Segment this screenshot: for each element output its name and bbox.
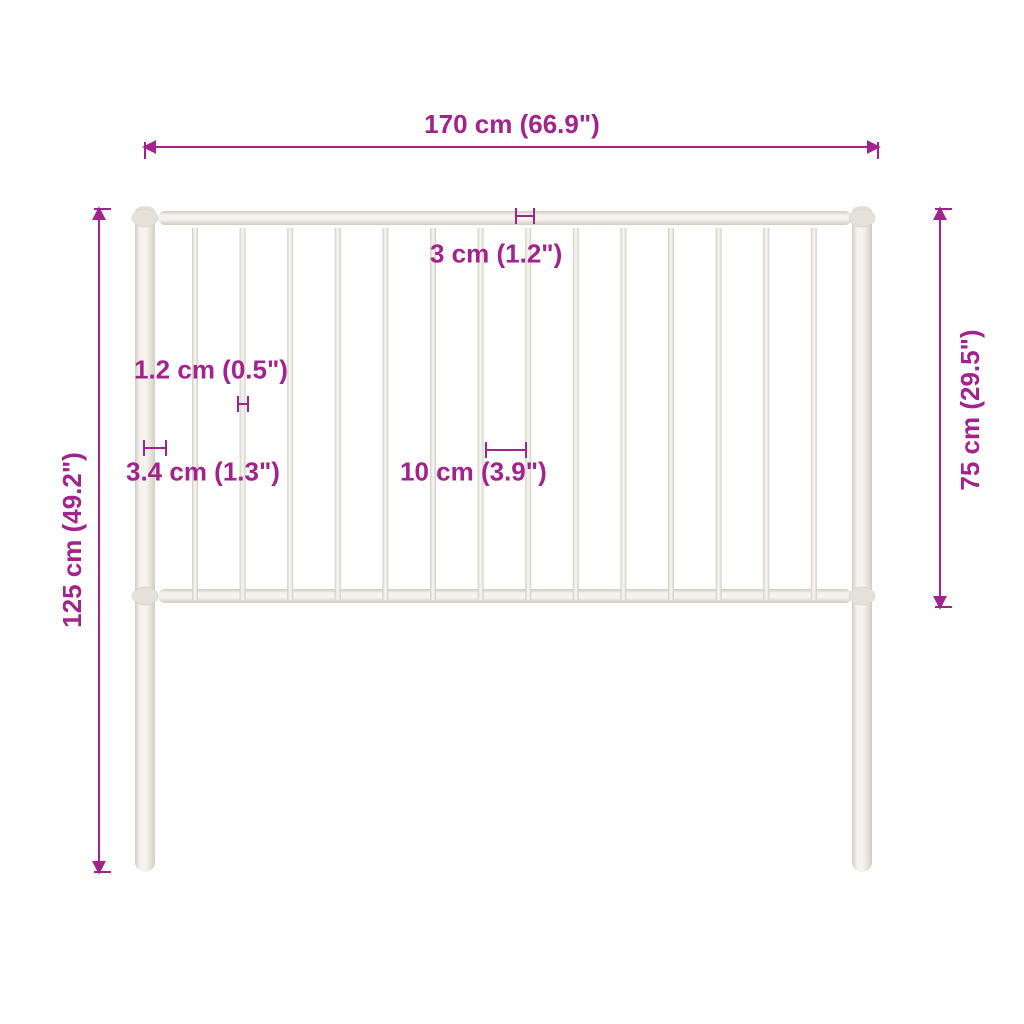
fence-bar <box>668 228 674 600</box>
dim-label-bar-spacing: 10 cm (3.9") <box>400 457 547 488</box>
fence-bar <box>287 228 293 600</box>
dim-label-total-height: 125 cm (49.2") <box>57 452 88 628</box>
rail-connector <box>849 209 875 227</box>
rail-connector <box>849 587 875 605</box>
fence-post <box>135 209 155 872</box>
fence-bar <box>430 228 436 600</box>
dim-label-total-width: 170 cm (66.9") <box>424 109 600 140</box>
fence-bar <box>620 228 626 600</box>
dim-label-rail-thickness: 3 cm (1.2") <box>430 239 562 270</box>
dim-label-post-thickness: 3.4 cm (1.3") <box>126 457 280 488</box>
fence-bar <box>240 228 246 600</box>
dim-label-panel-height: 75 cm (29.5") <box>955 329 986 490</box>
rail-connector <box>132 587 158 605</box>
fence-bar <box>716 228 722 600</box>
fence-bar <box>335 228 341 600</box>
fence-rail <box>158 589 852 603</box>
dimension-drawing <box>0 0 1024 1024</box>
fence-post <box>852 209 872 872</box>
fence-bar <box>525 228 531 600</box>
fence-bar <box>478 228 484 600</box>
fence-bar <box>811 228 817 600</box>
rail-connector <box>132 209 158 227</box>
fence-bar <box>763 228 769 600</box>
fence-bar <box>192 228 198 600</box>
fence-bar <box>382 228 388 600</box>
dim-label-bar-thickness: 1.2 cm (0.5") <box>134 355 288 386</box>
fence-rail <box>158 211 852 225</box>
fence-product <box>132 206 875 872</box>
fence-bar <box>573 228 579 600</box>
